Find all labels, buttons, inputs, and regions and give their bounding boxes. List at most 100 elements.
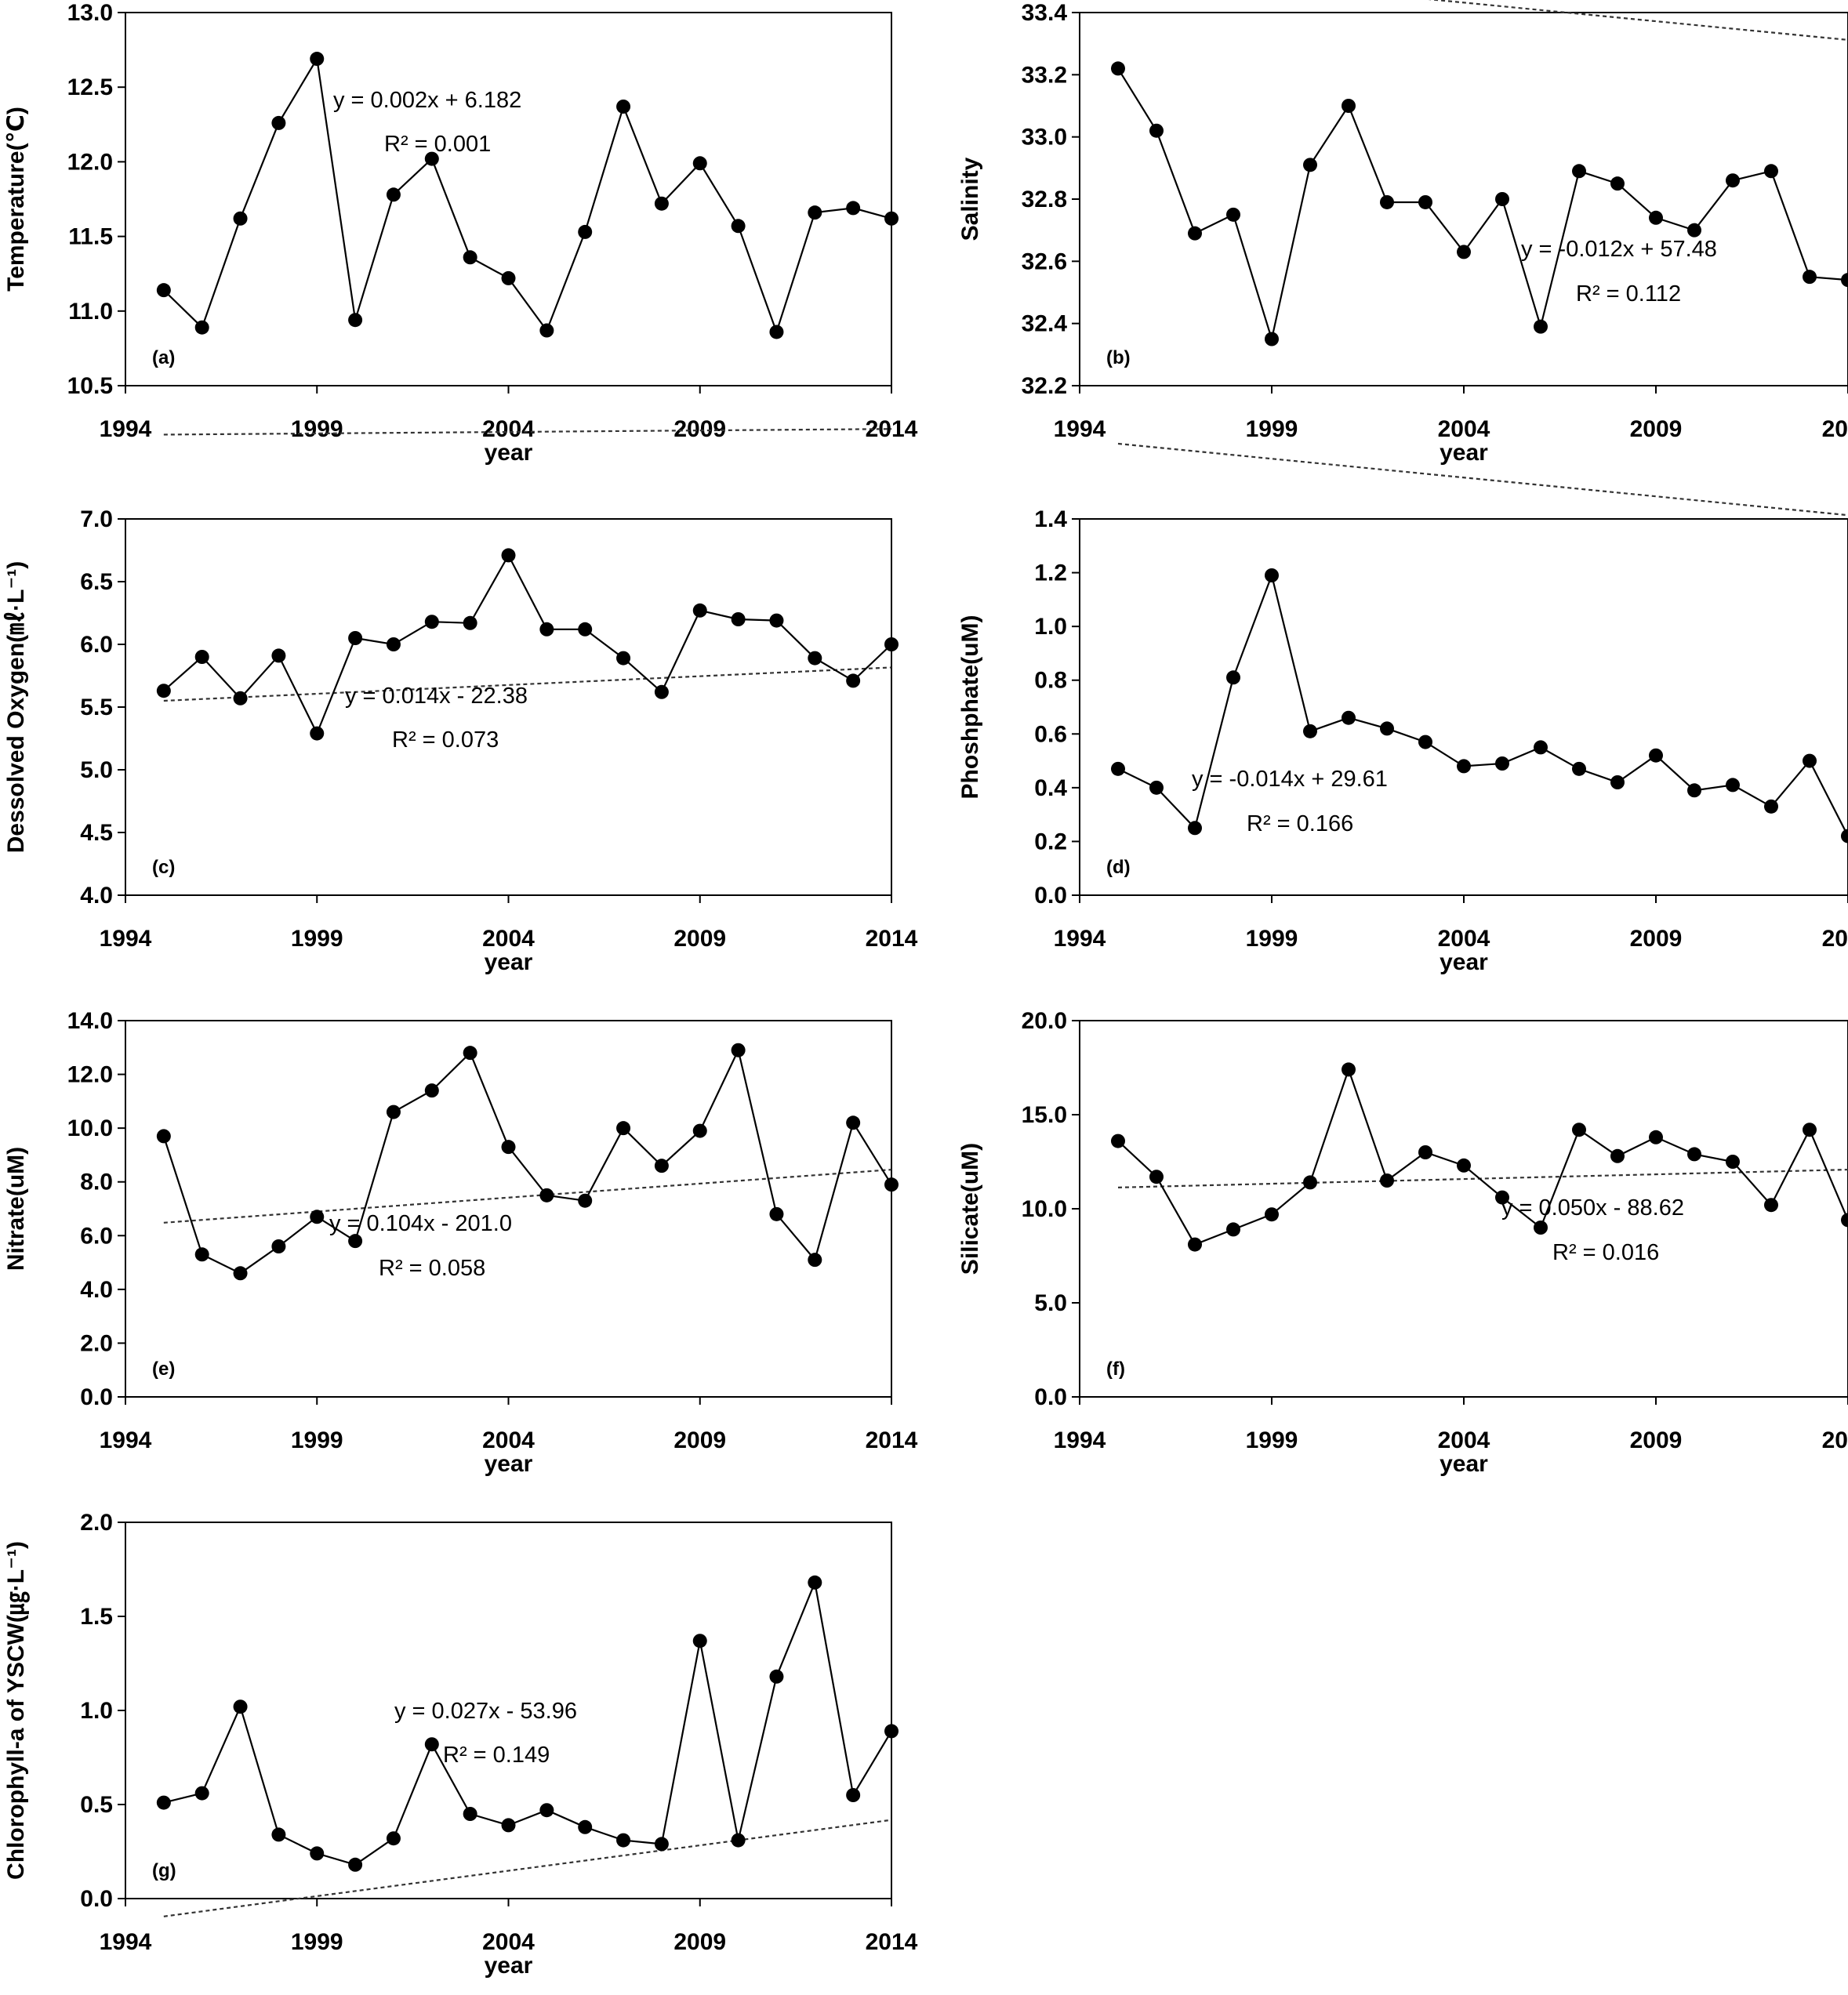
data-point: [1841, 1213, 1848, 1228]
data-point: [310, 52, 325, 67]
data-point: [1534, 319, 1548, 334]
data-point: [846, 1788, 861, 1802]
x-tick-label: 2014: [1822, 926, 1848, 952]
data-point: [1649, 1130, 1663, 1144]
data-point: [692, 1123, 707, 1138]
y-axis-label: Chlorophyll-a of YSCW(㎍·L⁻¹): [3, 1541, 31, 1880]
x-axis-label: year: [485, 1953, 533, 1979]
data-point: [1687, 783, 1701, 798]
data-point: [1380, 1173, 1394, 1188]
data-point: [1226, 1222, 1240, 1237]
data-point: [348, 631, 363, 645]
data-point: [692, 1634, 707, 1649]
y-tick-label: 33.0: [1022, 125, 1067, 151]
x-tick-label: 1994: [100, 926, 152, 952]
y-axis-label: Salinity: [957, 157, 983, 241]
chart-panel-b: 32.2 32.4 32.6 32.8 33.0 33.2 33.4 1994 1999 2004…: [957, 0, 1848, 466]
data-point: [1380, 194, 1394, 209]
data-point: [578, 1193, 593, 1208]
chart-panel-a: 10.5 11.0 11.5 12.0 12.5 13.0 1994 1999 2004 2009…: [3, 0, 918, 466]
y-tick-label: 0.0: [80, 1886, 113, 1912]
data-point: [769, 1669, 784, 1684]
data-point: [233, 1699, 248, 1714]
data-point: [233, 1266, 248, 1281]
data-point: [463, 1807, 477, 1821]
x-tick-label: 2009: [673, 416, 726, 442]
x-tick-label: 2009: [1630, 416, 1683, 442]
data-point: [769, 1206, 784, 1221]
data-point: [310, 1210, 325, 1224]
data-point: [654, 196, 669, 211]
data-point: [578, 224, 593, 239]
data-point: [194, 650, 209, 664]
data-point: [539, 622, 554, 637]
x-tick-label: 2009: [673, 1929, 726, 1955]
data-point: [616, 651, 631, 666]
x-tick-label: 2014: [866, 1929, 918, 1955]
data-point: [578, 622, 593, 637]
data-point: [271, 1239, 286, 1253]
chart-panel-e: 0.0 2.0 4.0 6.0 8.0 10.0 12.0 14.0 1994 1999 2004 2…: [3, 1008, 918, 1477]
y-tick-label: 0.8: [1034, 668, 1067, 694]
data-series-line: [163, 1579, 892, 1866]
y-tick-label: 5.5: [80, 695, 113, 720]
y-tick-label: 0.0: [80, 1384, 113, 1410]
x-tick-label: 1994: [1054, 926, 1106, 952]
data-point: [501, 1818, 516, 1833]
data-point: [846, 1115, 861, 1130]
r-squared: R² = 0.166: [1247, 811, 1353, 836]
data-point: [1726, 1155, 1740, 1169]
data-point: [731, 1043, 746, 1057]
data-point: [1149, 123, 1164, 138]
data-point: [1572, 164, 1586, 179]
trend-equation: y = 0.050x - 88.62: [1501, 1195, 1684, 1221]
panel-label: (g): [152, 1860, 176, 1881]
data-point: [1265, 1207, 1279, 1222]
data-point: [1649, 748, 1663, 763]
data-series-line: [1117, 1067, 1848, 1246]
data-point: [1534, 1221, 1548, 1235]
data-point: [1188, 821, 1202, 836]
trend-equation: y = 0.104x - 201.0: [329, 1211, 512, 1236]
y-tick-label: 20.0: [1022, 1008, 1067, 1034]
trend-line: [1117, 442, 1848, 517]
data-point: [1764, 164, 1778, 179]
y-tick-label: 4.0: [80, 1277, 113, 1303]
x-tick-label: 1999: [1246, 416, 1298, 442]
data-point: [424, 151, 439, 166]
y-tick-label: 11.0: [68, 299, 113, 325]
chart-panel-f: 0.0 5.0 10.0 15.0 20.0 1994 1999 2004 2009 2014 ye…: [957, 1008, 1848, 1477]
data-point: [884, 1177, 899, 1192]
data-point: [1457, 245, 1471, 259]
y-tick-label: 10.5: [67, 373, 113, 399]
panel-label: (c): [152, 857, 175, 878]
data-point: [884, 211, 899, 226]
y-tick-label: 5.0: [1034, 1290, 1067, 1316]
x-tick-label: 2004: [482, 1427, 535, 1453]
y-tick-label: 0.4: [1034, 775, 1067, 801]
data-point: [1726, 778, 1740, 793]
plot-frame: [1079, 1020, 1848, 1398]
y-tick-label: 5.0: [80, 757, 113, 783]
x-tick-label: 2014: [1822, 416, 1848, 442]
y-tick-label: 32.8: [1022, 187, 1067, 212]
data-point: [156, 283, 171, 298]
data-point: [1111, 61, 1125, 76]
data-series-line: [162, 1047, 892, 1275]
y-axis-label: Dessolved Oxygen(㎖·L⁻¹): [3, 561, 29, 854]
x-tick-label: 1999: [291, 1427, 343, 1453]
x-axis-label: year: [1440, 440, 1488, 466]
trend-line: [163, 1819, 892, 1917]
x-tick-label: 2004: [482, 1929, 535, 1955]
data-point: [1803, 270, 1817, 285]
data-point: [1149, 1170, 1164, 1184]
data-point: [1610, 1148, 1625, 1163]
y-tick-label: 33.2: [1022, 62, 1067, 88]
trend-equation: y = -0.014x + 29.61: [1192, 767, 1388, 792]
x-tick-label: 1994: [100, 416, 152, 442]
data-point: [463, 250, 477, 265]
data-point: [692, 156, 707, 171]
x-tick-label: 1999: [291, 1929, 343, 1955]
data-series-line: [163, 56, 892, 335]
